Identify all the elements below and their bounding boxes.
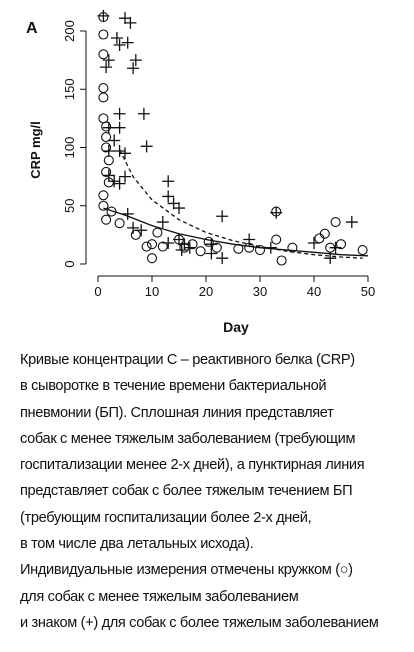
plus-point bbox=[110, 31, 123, 44]
plus-point bbox=[167, 197, 180, 210]
x-tick-label: 40 bbox=[307, 284, 321, 299]
plus-point bbox=[127, 62, 140, 75]
plus-point bbox=[119, 12, 131, 25]
circle-point bbox=[271, 234, 282, 245]
caption-line: в том числе два летальных исхода). bbox=[20, 536, 254, 553]
circle-point bbox=[101, 214, 112, 225]
plus-point bbox=[162, 175, 175, 188]
plus-point bbox=[156, 216, 169, 229]
y-tick-label: 50 bbox=[62, 199, 77, 213]
plus-point bbox=[183, 241, 196, 254]
circle-point bbox=[152, 227, 163, 238]
circle-point bbox=[101, 121, 112, 132]
plus-point bbox=[270, 206, 283, 219]
y-tick-label: 150 bbox=[62, 78, 77, 100]
plus-point bbox=[113, 177, 126, 190]
plus-point bbox=[140, 140, 153, 153]
circle-point bbox=[98, 83, 109, 94]
caption-line: госпитализации менее 2-х дней), а пункти… bbox=[20, 457, 365, 474]
chart: A CRP mg/l Day 0 50 100 150 200 0 10 20 30 40 50 bbox=[26, 9, 375, 335]
x-axis-label: Day bbox=[223, 319, 249, 335]
solid-curve bbox=[103, 207, 369, 257]
circle-point bbox=[335, 239, 347, 250]
dashed-curve bbox=[119, 149, 363, 259]
plus-point bbox=[119, 170, 131, 183]
circle-point bbox=[314, 233, 325, 244]
circle-point bbox=[319, 228, 330, 239]
caption-line: Индивидуальные измерения отмечены кружко… bbox=[20, 562, 353, 579]
plus-point bbox=[100, 61, 113, 74]
circle-point bbox=[98, 200, 109, 211]
circle-point bbox=[146, 239, 158, 250]
plus-point bbox=[216, 210, 229, 223]
y-axis-label: CRP mg/l bbox=[28, 121, 43, 179]
plus-point bbox=[173, 202, 185, 215]
circle-point bbox=[211, 242, 222, 253]
x-tick-label: 30 bbox=[253, 284, 267, 299]
plus-point bbox=[113, 107, 126, 120]
circle-point bbox=[254, 244, 266, 256]
plus-point bbox=[216, 252, 229, 265]
circle-point bbox=[103, 155, 114, 166]
circle-point bbox=[101, 142, 112, 153]
plus-point bbox=[162, 237, 175, 250]
plus-point bbox=[113, 121, 126, 134]
circle-point bbox=[146, 253, 158, 264]
circle-point bbox=[98, 29, 109, 40]
caption-line: (требующим госпитализации более 2-х дней… bbox=[20, 509, 312, 526]
plus-point bbox=[127, 221, 140, 234]
plus-point bbox=[205, 247, 218, 260]
circle-point bbox=[114, 218, 125, 229]
plus-point bbox=[129, 54, 142, 67]
caption-line: и знаком (+) для собак с более тяжелым з… bbox=[20, 614, 379, 631]
plus-point bbox=[124, 16, 137, 29]
plus-point bbox=[162, 190, 175, 203]
circle-point bbox=[98, 92, 109, 103]
y-tick-label: 100 bbox=[62, 137, 77, 159]
circle-point bbox=[98, 190, 109, 201]
x-tick-label: 10 bbox=[145, 284, 159, 299]
plus-point bbox=[102, 54, 115, 67]
caption-line: для собак с менее тяжелым заболеванием bbox=[20, 588, 299, 605]
plus-point bbox=[108, 175, 121, 188]
y-tick-label: 0 bbox=[62, 260, 77, 267]
plus-point bbox=[102, 169, 115, 182]
caption: Кривые концентрации С – реактивного белк… bbox=[20, 347, 414, 636]
circle-point bbox=[141, 241, 152, 252]
panel-label: A bbox=[26, 20, 38, 37]
circle-point bbox=[195, 246, 206, 257]
circle-point bbox=[276, 255, 287, 266]
plus-point bbox=[173, 233, 185, 246]
x-tick-label: 50 bbox=[361, 284, 375, 299]
plus-point bbox=[97, 9, 110, 22]
circle-point bbox=[101, 166, 112, 178]
caption-line: Кривые концентрации С – реактивного белк… bbox=[20, 352, 355, 368]
circle-point bbox=[101, 131, 112, 143]
plus-point bbox=[308, 237, 320, 250]
plus-point bbox=[121, 207, 134, 220]
plus-point bbox=[175, 244, 188, 257]
circle-point bbox=[157, 241, 168, 252]
plus-point bbox=[102, 144, 115, 157]
caption-line: в сыворотке в течение времени бактериаль… bbox=[20, 378, 327, 395]
caption-line: представляет собак с более тяжелым течен… bbox=[20, 483, 353, 500]
plus-point bbox=[137, 107, 150, 120]
caption-line: собак с менее тяжелым заболеванием (треб… bbox=[20, 430, 356, 447]
circle-point bbox=[357, 244, 368, 256]
plus-point bbox=[329, 241, 342, 254]
caption-line: пневмонии (БП). Сплошная линия представл… bbox=[20, 404, 334, 421]
y-tick-label: 200 bbox=[62, 20, 77, 42]
circle-point bbox=[330, 217, 341, 228]
plus-point bbox=[113, 38, 126, 51]
plus-point bbox=[135, 224, 148, 237]
plus-point bbox=[108, 134, 121, 147]
circle-point bbox=[203, 236, 214, 247]
plus-point bbox=[121, 36, 134, 49]
x-tick-label: 0 bbox=[94, 284, 101, 299]
plus-point bbox=[102, 121, 115, 134]
circle-point bbox=[98, 49, 109, 60]
x-tick-label: 20 bbox=[199, 284, 213, 299]
plus-point bbox=[345, 216, 358, 229]
